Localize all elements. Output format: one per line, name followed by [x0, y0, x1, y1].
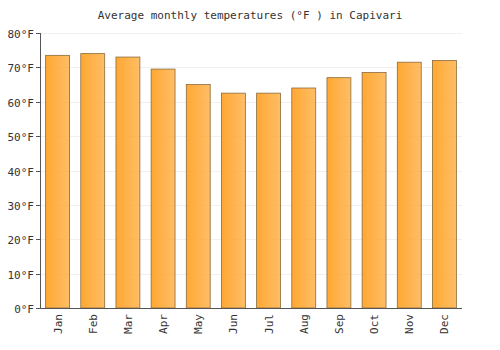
bars — [46, 54, 457, 308]
tick-mark — [36, 136, 40, 137]
x-tick-label: May — [192, 314, 205, 334]
bar — [221, 93, 245, 308]
x-tick-label: Sep — [333, 314, 346, 334]
y-tick-label: 10°F — [8, 269, 35, 282]
bar — [362, 73, 386, 308]
x-axis-line — [40, 308, 462, 309]
y-axis-line — [40, 33, 41, 308]
chart-svg: Average monthly temperatures (°F ) in Ca… — [0, 0, 500, 350]
x-tick-label: Jan — [52, 314, 65, 334]
x-tick-label: Jul — [263, 314, 276, 334]
tick-mark — [36, 239, 40, 240]
x-tick-label: Aug — [298, 314, 311, 334]
bar — [46, 55, 70, 308]
bar — [116, 57, 140, 308]
bar — [327, 78, 351, 308]
grid-line — [40, 33, 462, 34]
tick-mark — [36, 67, 40, 68]
title: Average monthly temperatures (°F ) in Ca… — [98, 9, 403, 22]
tick-mark — [36, 33, 40, 34]
tick-mark — [36, 308, 40, 309]
y-tick-label: 30°F — [8, 200, 35, 213]
y-tick-label: 40°F — [8, 166, 35, 179]
bar — [151, 69, 175, 308]
x-tick-label: Feb — [87, 314, 100, 334]
bar — [186, 85, 210, 308]
y-tick-label: 80°F — [8, 28, 35, 41]
x-tick-label: Jun — [227, 314, 240, 334]
x-tick-label: Oct — [368, 314, 381, 334]
grid-line — [40, 308, 462, 309]
x-tick-label: Nov — [403, 314, 416, 334]
y-tick-label: 20°F — [8, 234, 35, 247]
bar — [432, 61, 456, 309]
tick-mark — [36, 102, 40, 103]
bar — [81, 54, 105, 308]
x-tick-label: Dec — [438, 314, 451, 334]
y-tick-label: 0°F — [14, 303, 34, 316]
tick-mark — [36, 171, 40, 172]
x-tick-label: Mar — [122, 314, 135, 334]
y-tick-label: 70°F — [8, 62, 35, 75]
y-tick-label: 60°F — [8, 97, 35, 110]
tick-mark — [36, 274, 40, 275]
y-tick-label: 50°F — [8, 131, 35, 144]
tick-mark — [36, 205, 40, 206]
bar — [397, 62, 421, 308]
chart-container: Average monthly temperatures (°F ) in Ca… — [0, 0, 500, 350]
bar — [292, 88, 316, 308]
bar — [257, 93, 281, 308]
x-tick-label: Apr — [157, 314, 170, 334]
